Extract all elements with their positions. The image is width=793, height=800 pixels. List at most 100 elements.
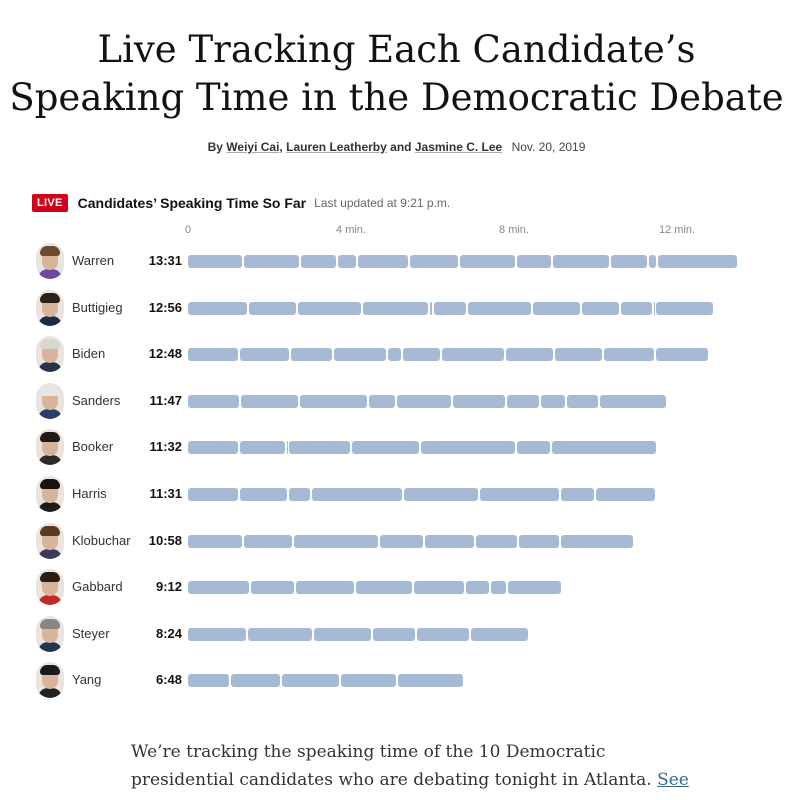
speaking-segment[interactable] (604, 348, 655, 362)
candidate-speaking-time: 10:58 (148, 532, 182, 548)
speaking-segment[interactable] (188, 301, 248, 315)
speaking-segment[interactable] (518, 534, 559, 548)
speaking-segment[interactable] (239, 488, 287, 501)
speaking-segment[interactable] (567, 394, 599, 408)
speaking-segment[interactable] (658, 255, 737, 268)
speaking-segment[interactable] (314, 627, 371, 641)
speaking-segment[interactable] (398, 674, 464, 688)
speaking-segment[interactable] (188, 394, 239, 408)
speaking-segment[interactable] (334, 348, 387, 362)
speaking-segment[interactable] (294, 534, 379, 548)
speaking-segment[interactable] (188, 441, 239, 455)
candidate-row: Klobuchar 10:58 (36, 522, 756, 559)
speaking-segment[interactable] (533, 301, 580, 315)
speaking-segment[interactable] (600, 394, 667, 408)
speaking-segment[interactable] (414, 581, 465, 595)
speaking-segment[interactable] (188, 627, 247, 641)
speaking-segment[interactable] (555, 348, 603, 362)
speaking-segment[interactable] (505, 348, 554, 362)
speaking-segment[interactable] (188, 581, 249, 595)
author-link-3[interactable]: Jasmine C. Lee (414, 140, 503, 154)
speaking-segment[interactable] (300, 255, 336, 268)
speaking-segment[interactable] (442, 348, 504, 362)
speaking-segment[interactable] (188, 674, 229, 688)
speaking-segment[interactable] (288, 441, 351, 455)
x-tick-label: 4 min. (336, 224, 366, 236)
speaking-segment[interactable] (249, 301, 296, 315)
speaking-segment[interactable] (281, 674, 339, 688)
speaking-segment[interactable] (517, 441, 550, 455)
speaking-segment[interactable] (188, 255, 243, 268)
avatar-hair (40, 479, 60, 489)
speaking-segment[interactable] (358, 255, 409, 268)
author-link-1[interactable]: Weiyi Cai (226, 140, 280, 154)
speaking-segment[interactable] (610, 255, 648, 268)
speaking-segment[interactable] (239, 348, 289, 362)
speaking-segment[interactable] (420, 441, 516, 455)
speaking-segment[interactable] (402, 348, 441, 362)
speaking-segment[interactable] (286, 441, 288, 455)
speaking-segment[interactable] (240, 441, 285, 455)
speaking-segment[interactable] (466, 581, 490, 595)
speaking-segment[interactable] (654, 301, 656, 315)
speaking-segment[interactable] (649, 255, 657, 268)
speaking-segment[interactable] (340, 674, 397, 688)
speaking-segment[interactable] (355, 581, 413, 595)
avatar-hair (40, 618, 60, 629)
speaking-segment[interactable] (452, 394, 505, 408)
speaking-segment[interactable] (433, 301, 466, 315)
speaking-segment[interactable] (372, 627, 415, 641)
candidate-avatar (36, 569, 64, 606)
speaking-segment[interactable] (621, 301, 653, 315)
speaking-segment[interactable] (297, 301, 362, 315)
speaking-segment[interactable] (506, 394, 539, 408)
speaking-segment[interactable] (188, 488, 238, 501)
speaking-segment[interactable] (471, 627, 529, 641)
speaking-segment[interactable] (290, 348, 333, 362)
speaking-segment[interactable] (656, 348, 708, 362)
speaking-segment[interactable] (241, 394, 298, 408)
speaking-segment[interactable] (508, 581, 561, 595)
speaking-segment[interactable] (188, 348, 238, 362)
speaking-segment[interactable] (425, 534, 475, 548)
speaking-segment[interactable] (396, 394, 451, 408)
speaking-segment[interactable] (363, 301, 428, 315)
speaking-segment[interactable] (656, 301, 713, 315)
speaking-segment[interactable] (410, 255, 459, 268)
candidate-row: Buttigieg 12:56 (36, 289, 756, 326)
speaking-segment[interactable] (369, 394, 395, 408)
speaking-segment[interactable] (551, 441, 656, 455)
speaking-segment[interactable] (188, 534, 242, 548)
speaking-segment[interactable] (467, 301, 532, 315)
speaking-segment[interactable] (299, 394, 368, 408)
speaking-segment[interactable] (561, 488, 595, 501)
speaking-segment[interactable] (311, 488, 403, 501)
speaking-segment[interactable] (479, 488, 560, 501)
speaking-segment[interactable] (337, 255, 356, 268)
speaking-segment[interactable] (476, 534, 517, 548)
speaking-segment[interactable] (460, 255, 516, 268)
speaking-segment[interactable] (540, 394, 566, 408)
author-link-2[interactable]: Lauren Leatherby (286, 140, 387, 154)
speaking-segment[interactable] (517, 255, 552, 268)
speaking-segment[interactable] (553, 255, 609, 268)
speaking-segment[interactable] (416, 627, 470, 641)
speaking-segment[interactable] (295, 581, 354, 595)
byline-prefix: By (207, 140, 223, 154)
speaking-segment[interactable] (248, 627, 313, 641)
speaking-segment[interactable] (352, 441, 419, 455)
speaking-segment[interactable] (560, 534, 634, 548)
speaking-segment[interactable] (388, 348, 401, 362)
reporters-link[interactable]: See our reporters’ (131, 770, 689, 800)
speaking-segment[interactable] (380, 534, 424, 548)
speaking-segment[interactable] (404, 488, 478, 501)
speaking-segment[interactable] (230, 674, 280, 688)
speaking-segment[interactable] (288, 488, 310, 501)
speaking-segment[interactable] (596, 488, 656, 501)
speaking-segment[interactable] (250, 581, 294, 595)
speaking-segment[interactable] (429, 301, 432, 315)
speaking-segment[interactable] (243, 534, 293, 548)
speaking-segment[interactable] (581, 301, 620, 315)
speaking-segment[interactable] (244, 255, 299, 268)
speaking-segment[interactable] (491, 581, 507, 595)
